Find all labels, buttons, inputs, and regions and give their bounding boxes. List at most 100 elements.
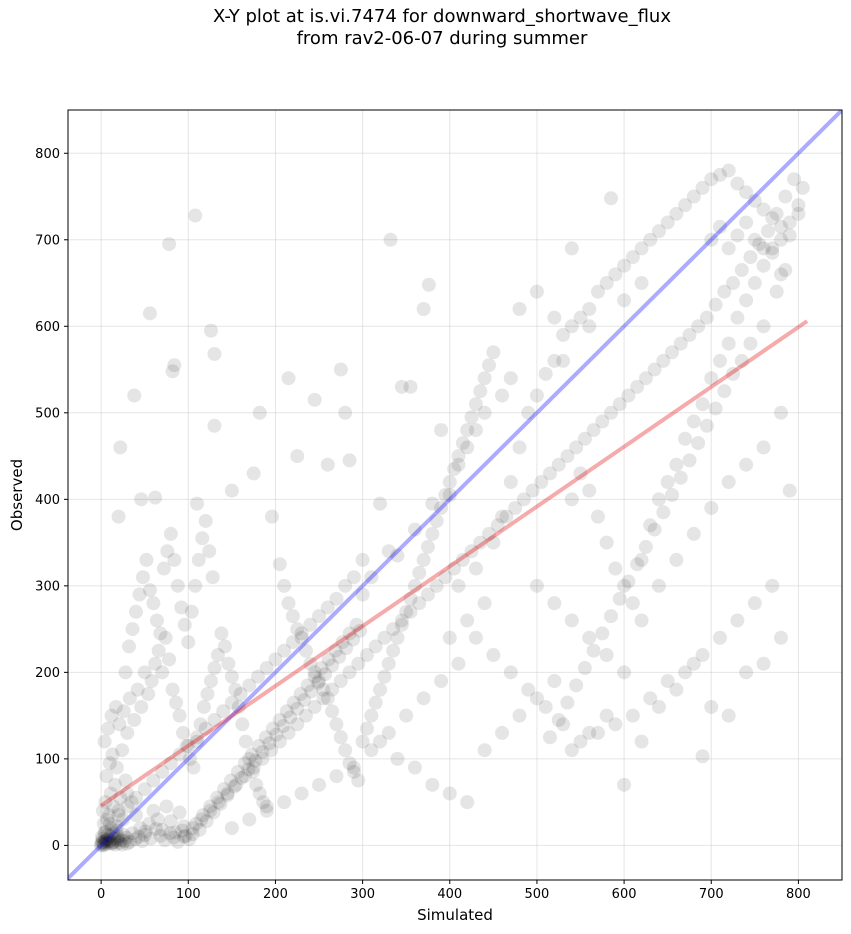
data-point bbox=[127, 712, 142, 727]
data-point bbox=[128, 790, 143, 805]
data-point bbox=[190, 496, 204, 511]
data-point bbox=[726, 366, 741, 381]
data-point bbox=[185, 821, 200, 836]
data-point bbox=[203, 803, 218, 818]
data-point bbox=[220, 788, 235, 803]
data-point bbox=[455, 436, 470, 451]
data-point bbox=[560, 695, 575, 710]
data-point bbox=[743, 336, 758, 351]
data-point bbox=[265, 721, 280, 736]
data-point bbox=[394, 617, 409, 632]
data-point bbox=[142, 306, 157, 321]
data-point bbox=[138, 824, 153, 839]
data-point bbox=[368, 695, 383, 710]
data-point bbox=[104, 821, 119, 836]
data-point bbox=[100, 812, 115, 827]
data-point bbox=[590, 509, 605, 524]
data-point bbox=[590, 284, 605, 299]
data-point bbox=[153, 626, 168, 641]
data-point bbox=[704, 371, 719, 386]
data-point bbox=[573, 466, 588, 481]
data-point bbox=[442, 786, 457, 801]
data-point bbox=[194, 812, 209, 827]
data-point bbox=[245, 764, 260, 779]
data-point bbox=[264, 509, 279, 524]
data-point bbox=[573, 310, 588, 325]
data-point bbox=[673, 470, 688, 485]
data-point bbox=[464, 410, 479, 425]
data-point bbox=[782, 215, 797, 230]
data-point bbox=[162, 652, 177, 667]
data-point bbox=[149, 821, 164, 836]
data-point bbox=[264, 743, 279, 758]
data-point bbox=[660, 475, 675, 490]
data-point bbox=[111, 808, 126, 823]
data-point bbox=[595, 414, 610, 429]
data-point bbox=[678, 665, 693, 680]
data-point bbox=[442, 630, 457, 645]
data-point bbox=[293, 686, 308, 701]
data-point bbox=[438, 488, 453, 502]
data-point bbox=[420, 587, 435, 602]
data-point bbox=[495, 725, 510, 740]
data-point bbox=[582, 725, 597, 740]
data-point bbox=[237, 769, 252, 784]
data-point bbox=[773, 405, 788, 420]
data-point bbox=[416, 552, 431, 567]
data-point bbox=[203, 674, 218, 689]
data-point bbox=[782, 228, 797, 243]
data-point bbox=[304, 684, 319, 699]
data-point bbox=[112, 717, 127, 732]
data-point bbox=[320, 457, 335, 472]
data-point bbox=[686, 414, 701, 429]
data-point bbox=[325, 658, 340, 673]
data-point bbox=[179, 738, 194, 753]
data-point bbox=[203, 799, 218, 814]
data-point bbox=[307, 665, 322, 680]
data-point bbox=[220, 786, 235, 801]
data-point bbox=[451, 578, 466, 593]
data-point bbox=[165, 682, 180, 697]
data-point bbox=[258, 730, 273, 745]
data-point bbox=[131, 829, 146, 844]
x-axis-ticks: 0 100 200 300 400 500 600 700 800 bbox=[97, 880, 811, 902]
data-point bbox=[118, 773, 133, 788]
data-point bbox=[712, 353, 727, 368]
data-point bbox=[582, 630, 597, 645]
data-point bbox=[142, 816, 157, 831]
data-point bbox=[328, 643, 343, 658]
data-point bbox=[230, 764, 245, 779]
data-point bbox=[112, 835, 127, 850]
x-axis-label: Simulated bbox=[417, 906, 493, 924]
data-point bbox=[547, 596, 562, 611]
x-tick-label: 400 bbox=[437, 887, 462, 902]
data-point bbox=[660, 215, 675, 230]
data-point bbox=[223, 773, 238, 788]
data-point bbox=[586, 423, 601, 438]
data-point bbox=[113, 440, 128, 455]
data-point bbox=[307, 392, 322, 407]
data-point bbox=[298, 708, 313, 723]
data-point bbox=[166, 830, 181, 845]
data-point bbox=[333, 730, 348, 745]
data-point bbox=[183, 751, 198, 766]
data-point bbox=[119, 830, 134, 845]
data-point bbox=[272, 712, 287, 727]
data-point bbox=[669, 457, 684, 472]
data-point bbox=[290, 622, 305, 637]
data-point bbox=[294, 786, 309, 801]
data-point bbox=[142, 583, 157, 598]
data-point bbox=[778, 263, 793, 278]
data-point bbox=[162, 237, 177, 252]
data-point bbox=[290, 449, 305, 464]
data-point bbox=[249, 777, 264, 792]
data-point bbox=[564, 319, 579, 334]
data-point bbox=[377, 669, 392, 684]
data-point bbox=[669, 206, 684, 221]
data-point bbox=[224, 483, 239, 498]
data-point bbox=[211, 795, 226, 810]
data-point bbox=[120, 725, 135, 740]
data-point bbox=[756, 202, 771, 217]
data-point bbox=[97, 825, 112, 840]
data-point bbox=[186, 760, 201, 775]
